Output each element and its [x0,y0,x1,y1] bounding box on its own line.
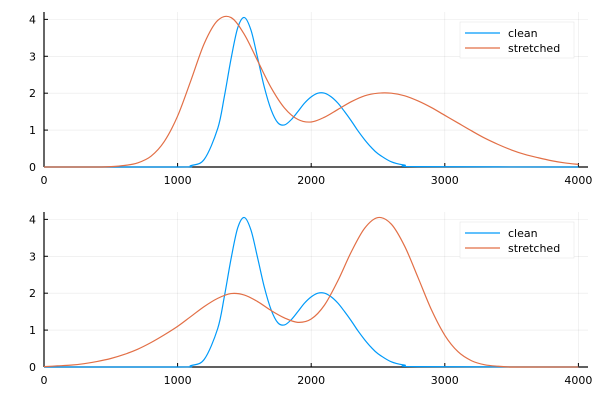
series-line-clean [44,16,579,168]
y-tick-label: 4 [29,213,36,226]
y-tick-label: 3 [29,50,36,63]
chart-panel-1: 0 1000 2000 3000 4000 0 1 2 3 4 clean stretched [29,12,592,187]
chart-panel-2: 0 1000 2000 3000 4000 0 1 2 3 4 clean stretched [29,212,592,387]
x-tick-label: 0 [41,174,48,187]
y-tick-label: 1 [29,124,36,137]
x-tick-label: 3000 [431,374,459,387]
y-tick-label: 1 [29,324,36,337]
legend-label-stretched: stretched [508,42,560,55]
legend: clean stretched [459,21,575,59]
y-tick-label: 4 [29,13,36,26]
y-tick-label: 0 [29,161,36,174]
legend: clean stretched [459,221,575,259]
x-tick-label: 3000 [431,174,459,187]
x-tick-label: 2000 [297,174,325,187]
legend-box [459,21,575,59]
y-tick-label: 3 [29,250,36,263]
x-tick-label: 4000 [564,174,592,187]
x-tick-label: 0 [41,374,48,387]
x-tick-label: 4000 [564,374,592,387]
legend-label-clean: clean [508,227,538,240]
x-tick-label: 1000 [164,174,192,187]
y-tick-label: 0 [29,361,36,374]
series-line-stretched [43,216,579,368]
legend-box [459,221,575,259]
x-tick-label: 1000 [164,374,192,387]
x-tick-label: 2000 [297,374,325,387]
y-tick-label: 2 [29,287,36,300]
series-line-clean [44,216,579,368]
legend-label-clean: clean [508,27,538,40]
y-tick-label: 2 [29,87,36,100]
legend-label-stretched: stretched [508,242,560,255]
series-line-stretched [44,15,579,168]
